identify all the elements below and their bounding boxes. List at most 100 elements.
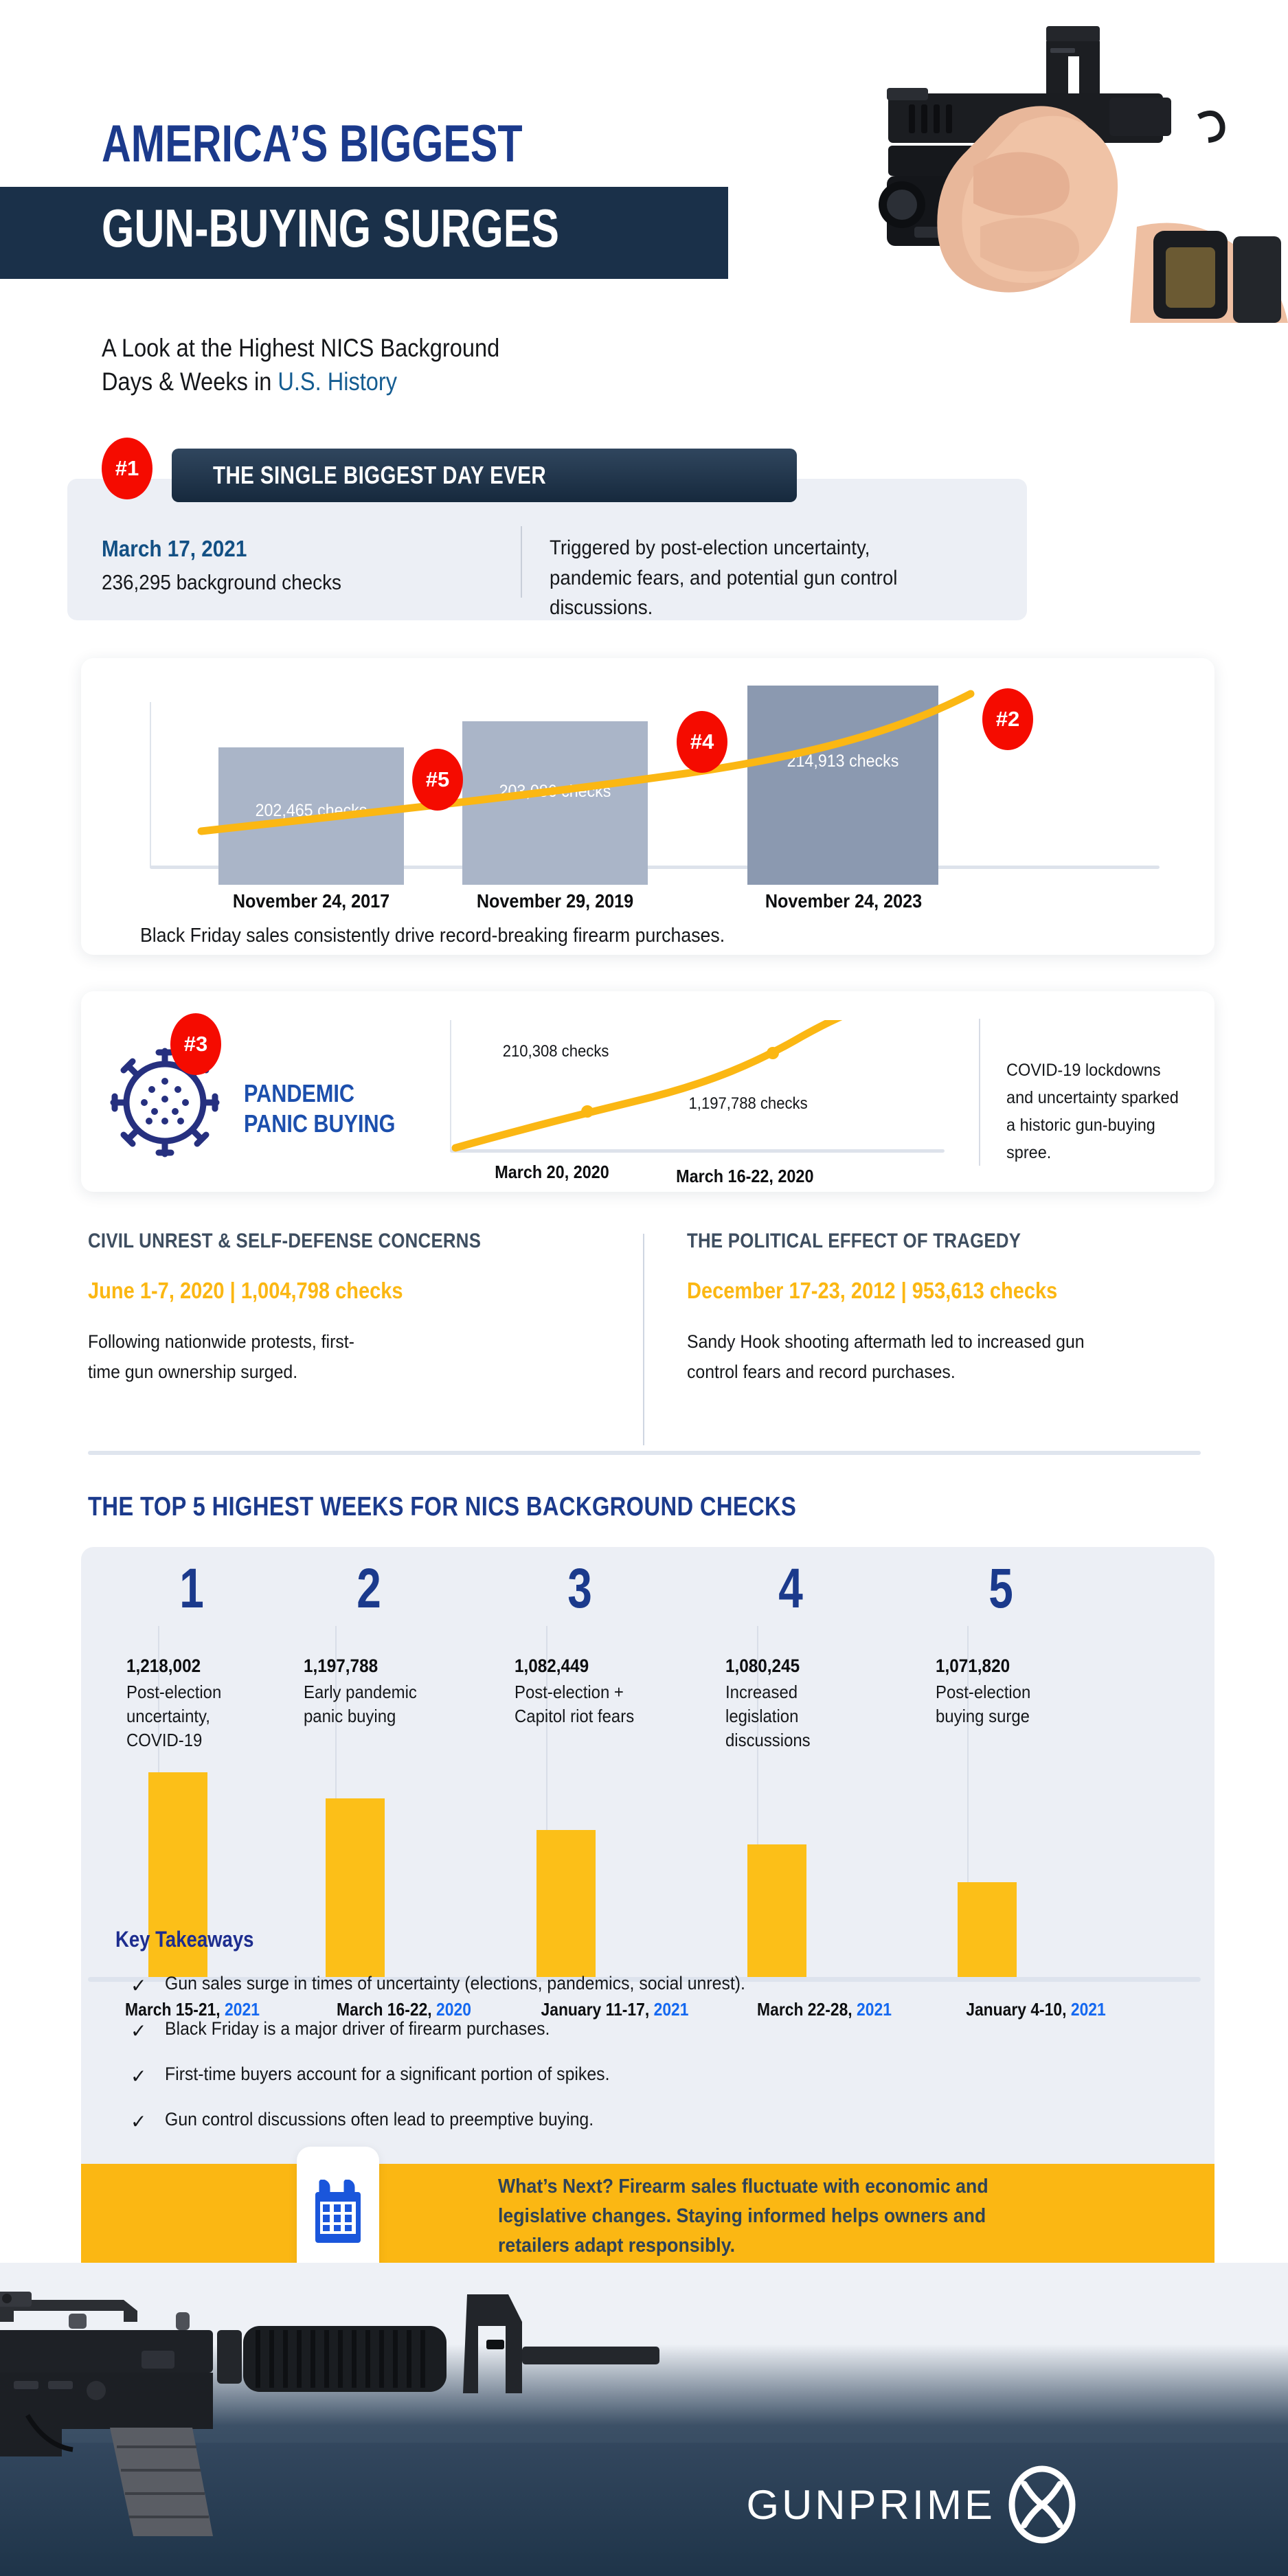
pandemic-point-label-2: 1,197,788 checks	[688, 1094, 808, 1113]
week-total: 1,197,788	[304, 1656, 379, 1676]
black-friday-chart: 202,465 checks 203,086 checks 214,913 ch…	[136, 686, 1166, 885]
rank-badge-5: #5	[412, 749, 463, 811]
check-icon: ✓	[131, 2111, 147, 2132]
rank-badge-4: #4	[677, 711, 727, 773]
rifle-illustration	[0, 2292, 659, 2536]
trend-line	[197, 690, 975, 835]
vertical-divider	[521, 526, 522, 598]
hero-header: AMERICA’S BIGGEST GUN-BUYING SURGES	[0, 0, 1288, 323]
coronavirus-icon	[106, 1044, 223, 1161]
week-reason: Post-election buying surge	[936, 1682, 1031, 1727]
date-year: 2020	[436, 1999, 471, 2020]
x-label-2019: November 29, 2019	[476, 890, 634, 912]
top5-bar	[326, 1798, 385, 1978]
pandemic-title: PANDEMIC PANIC BUYING	[244, 1079, 396, 1138]
top5-column-4: 4 1,080,245 Increased legislation discus…	[680, 1554, 901, 2028]
column-heading: THE POLITICAL EFFECT OF TRAGEDY	[687, 1230, 1021, 1252]
top5-column-1: 1 1,218,002 Post-election uncertainty, C…	[81, 1554, 302, 2028]
top5-date-2: March 16-22, 2020	[307, 1999, 501, 2020]
top5-date-1: March 15-21, 2021	[95, 1999, 289, 2020]
pandemic-x-axis	[450, 1149, 945, 1153]
rank-badge-3: #3	[170, 1013, 221, 1075]
date-year: 2021	[857, 1999, 892, 2020]
column-heading: CIVIL UNREST & SELF-DEFENSE CONCERNS	[88, 1230, 482, 1252]
whats-next-text: What’s Next? Firearm sales fluctuate wit…	[498, 2176, 988, 2257]
pandemic-y-axis	[450, 1020, 451, 1151]
rank-number: 3	[567, 1557, 592, 1620]
x-label-2023: November 24, 2023	[765, 890, 923, 912]
key-takeaways-title: Key Takeaways	[115, 1927, 254, 1952]
single-day-stats: March 17, 2021 236,295 background checks	[102, 536, 368, 595]
rank-badge-2: #2	[982, 688, 1033, 750]
single-day-checks: 236,295 background checks	[102, 570, 342, 594]
top5-baseline-axis	[88, 1977, 1201, 1982]
subtitle-link[interactable]: U.S. History	[278, 367, 398, 396]
page-title-line1: AMERICA’S BIGGEST	[102, 115, 523, 173]
pandemic-chart: 210,308 checks 1,197,788 checks March 20…	[450, 1020, 958, 1186]
single-biggest-day-card	[67, 479, 1027, 620]
column-separator	[967, 1626, 969, 1978]
pandemic-line	[451, 1020, 843, 1152]
top5-column-3: 3 1,082,449 Post-election + Capitol riot…	[469, 1554, 690, 2028]
section-divider	[88, 1451, 1201, 1455]
page-subtitle: A Look at the Highest NICS Background Da…	[102, 332, 499, 399]
week-total: 1,082,449	[515, 1656, 589, 1676]
list-item: ✓ Gun sales surge in times of uncertaint…	[131, 1973, 1092, 2018]
top5-date-4: March 22-28, 2021	[727, 1999, 921, 2020]
top5-column-5: 5 1,071,820 Post-election buying surge	[890, 1554, 1111, 2028]
check-icon: ✓	[131, 2066, 147, 2087]
top5-bar	[958, 1882, 1017, 1978]
single-biggest-day-ribbon: THE SINGLE BIGGEST DAY EVER	[172, 449, 797, 502]
column-stat: December 17-23, 2012 | 953,613 checks	[687, 1278, 1058, 1303]
column-stat: June 1-7, 2020 | 1,004,798 checks	[88, 1278, 403, 1303]
takeaway-text: Gun sales surge in times of uncertainty …	[165, 1973, 745, 1993]
top5-date-5: January 4-10, 2021	[939, 1999, 1133, 2020]
ribbon-label: THE SINGLE BIGGEST DAY EVER	[213, 461, 547, 489]
pistol-photo	[725, 21, 1288, 323]
top5-bar	[148, 1772, 207, 1978]
top5-column-2: 2 1,197,788 Early pandemic panic buying	[258, 1554, 479, 2028]
date-year: 2021	[225, 1999, 260, 2020]
rifle-photo	[0, 2287, 659, 2542]
two-column-section: CIVIL UNREST & SELF-DEFENSE CONCERNS Jun…	[0, 1230, 1288, 1463]
column-description: Following nationwide protests, first-tim…	[88, 1331, 354, 1382]
pandemic-x-label-2: March 16-22, 2020	[676, 1166, 814, 1186]
date-year: 2021	[1070, 1999, 1106, 2020]
rank-number: 5	[988, 1557, 1013, 1620]
week-total: 1,071,820	[936, 1656, 1010, 1676]
key-takeaways-list: ✓ Gun sales surge in times of uncertaint…	[131, 1973, 1092, 2154]
week-total: 1,218,002	[126, 1656, 201, 1676]
subtitle-text: A Look at the Highest NICS Background Da…	[102, 334, 500, 396]
black-friday-card: 202,465 checks 203,086 checks 214,913 ch…	[81, 658, 1214, 955]
date-prefix: January 4-10,	[966, 1999, 1067, 2020]
brand-name: GUNPRIME	[746, 2481, 995, 2528]
calendar-icon-box	[297, 2147, 379, 2279]
column-separator	[546, 1626, 547, 1978]
black-friday-caption: Black Friday sales consistently drive re…	[140, 925, 725, 947]
top5-columns: 1 1,218,002 Post-election uncertainty, C…	[81, 1554, 1214, 2028]
single-day-description: Triggered by post-election uncertainty, …	[550, 536, 898, 619]
pandemic-divider	[979, 1019, 980, 1166]
list-item: ✓ First-time buyers account for a signif…	[131, 2064, 1092, 2109]
black-friday-x-labels: November 24, 2017 November 29, 2019 Nove…	[136, 890, 1166, 918]
top5-bar	[536, 1830, 596, 1978]
week-reason: Post-election + Capitol riot fears	[515, 1682, 635, 1727]
pandemic-point-label-1: 210,308 checks	[502, 1042, 609, 1061]
list-item: ✓ Gun control discussions often lead to …	[131, 2109, 1092, 2154]
top5-bar	[747, 1844, 806, 1978]
whats-next-banner	[81, 2164, 1214, 2263]
x-label-2017: November 24, 2017	[232, 890, 390, 912]
rank-number: 4	[778, 1557, 803, 1620]
week-reason: Post-election uncertainty, COVID-19	[126, 1682, 222, 1751]
pistol-illustration	[879, 26, 1288, 323]
chart-y-axis	[150, 702, 151, 867]
gunprime-emblem-icon	[1008, 2465, 1076, 2544]
rank-badge-1: #1	[102, 438, 152, 499]
page-title-line2: GUN-BUYING SURGES	[102, 198, 559, 258]
week-reason: Increased legislation discussions	[725, 1682, 811, 1751]
date-year: 2021	[653, 1999, 689, 2020]
column-political-effect: THE POLITICAL EFFECT OF TRAGEDY December…	[687, 1230, 1236, 1387]
list-item: ✓ Black Friday is a major driver of fire…	[131, 2018, 1092, 2064]
footer-logo: GUNPRIME	[746, 2465, 1079, 2544]
